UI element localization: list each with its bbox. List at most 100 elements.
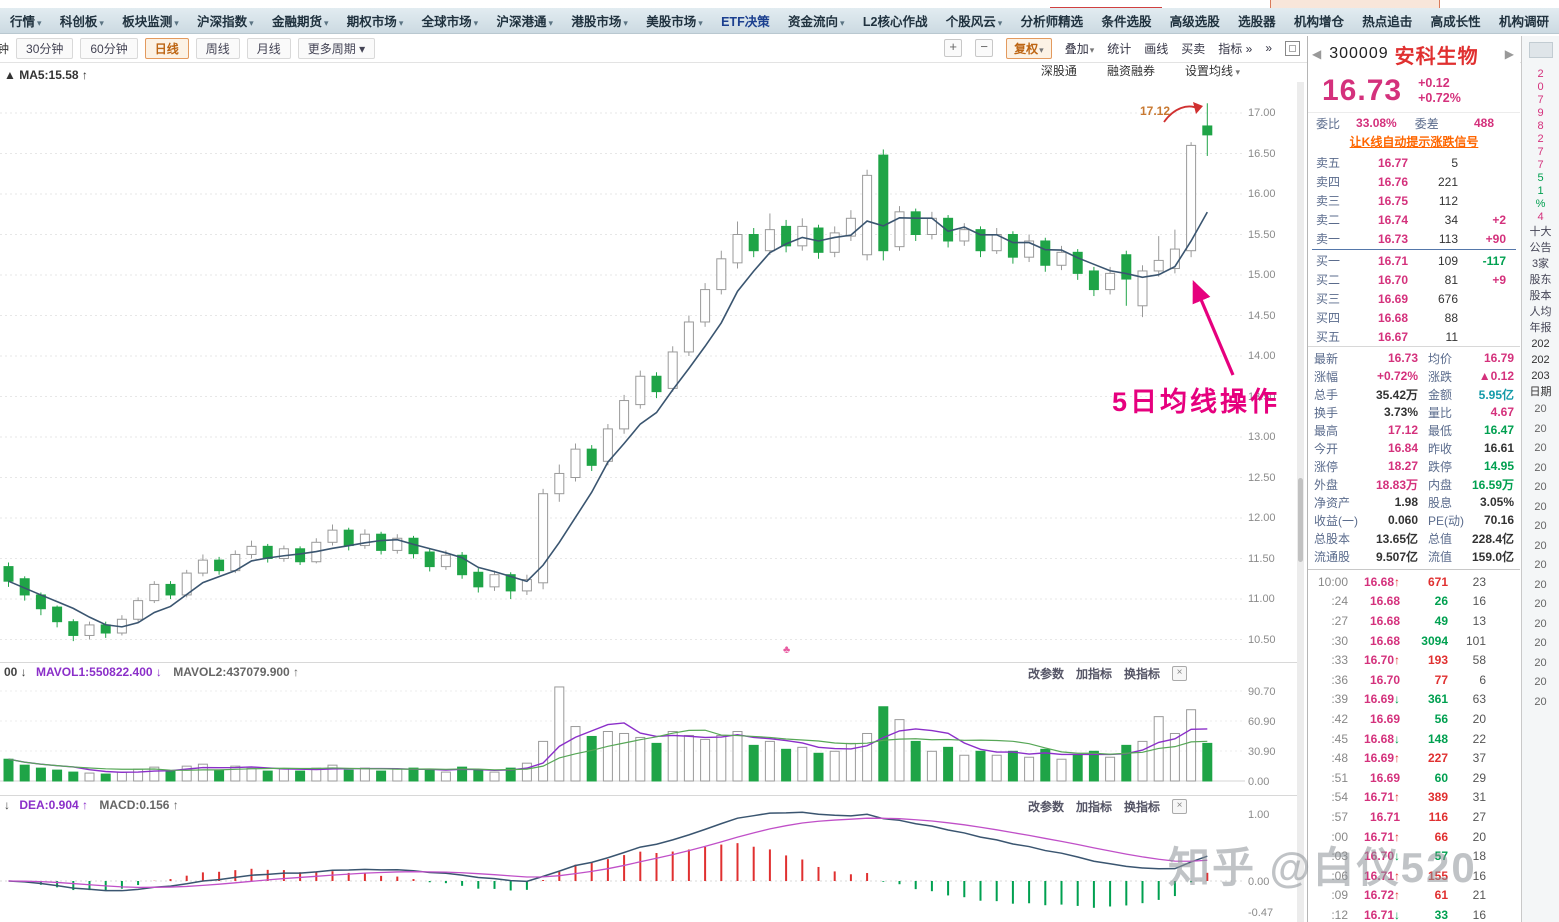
pane-control-换指标[interactable]: 换指标: [1123, 800, 1160, 814]
macd-axis-tick: 1.00: [1248, 809, 1270, 821]
menu-item-11[interactable]: ETF决策: [721, 11, 770, 30]
pink-flag-marker: ♣: [783, 644, 791, 656]
macd-axis-tick: 0.00: [1248, 876, 1270, 888]
tool-button-指标 »[interactable]: 指标 »: [1218, 40, 1252, 57]
menu-item-18[interactable]: 选股器: [1238, 11, 1276, 30]
price-axis-tick: 11.00: [1248, 593, 1275, 605]
stats-row: 换手 3.73% 量比 4.67: [1308, 403, 1520, 421]
tool-button-统计[interactable]: 统计: [1107, 40, 1131, 57]
tool-button-叠加[interactable]: 叠加▾: [1065, 40, 1095, 57]
weicha-value: 488: [1473, 116, 1494, 130]
chart-link-深股通[interactable]: 深股通: [1040, 64, 1077, 78]
tool-button-label: 指标 »: [1218, 41, 1253, 56]
change-percent: +0.72%: [1418, 91, 1461, 105]
cutoff-date-fragment: 20: [1534, 559, 1547, 571]
stat-label: 总股本: [1314, 531, 1351, 546]
stat-value: 14.95: [1483, 459, 1514, 473]
menu-item-1[interactable]: 行情 ▾: [10, 11, 42, 30]
tool-button-画线[interactable]: 画线: [1144, 40, 1168, 57]
order-level-label: 卖四: [1316, 175, 1341, 189]
menu-item-19[interactable]: 机构增仓: [1294, 11, 1344, 30]
menu-item-14[interactable]: 个股风云 ▾: [946, 11, 1003, 30]
pane-control-改参数[interactable]: 改参数: [1027, 800, 1064, 814]
menu-item-2[interactable]: 科创板 ▾: [60, 11, 104, 30]
more-tools-icon[interactable]: »: [1265, 41, 1272, 55]
menu-item-17[interactable]: 高级选股: [1170, 11, 1220, 30]
stats-row: 涨幅 +0.72% 涨跌 ▲0.12: [1308, 367, 1520, 385]
macd-value-fragment: ↓: [4, 798, 10, 812]
close-icon[interactable]: ×: [1172, 799, 1187, 814]
fullscreen-icon[interactable]: [1285, 40, 1300, 56]
menu-item-10[interactable]: 美股市场 ▾: [646, 11, 703, 30]
zoom-out-button[interactable]: −: [975, 39, 994, 57]
chevron-down-icon: ▾: [1232, 67, 1240, 77]
tick-time: :30: [1331, 633, 1348, 648]
chart-scrollbar[interactable]: [1297, 82, 1304, 922]
pane-control-加指标[interactable]: 加指标: [1075, 800, 1112, 814]
tick-row: 10:00 16.68↑ 671 23: [1308, 572, 1520, 592]
menu-item-16[interactable]: 条件选股: [1101, 11, 1151, 30]
zoom-in-button[interactable]: +: [944, 39, 963, 57]
period-tab-更多周期[interactable]: 更多周期 ▾: [297, 37, 376, 59]
period-tab-周线[interactable]: 周线: [195, 37, 240, 59]
pane-control-换指标[interactable]: 换指标: [1123, 667, 1160, 681]
close-icon[interactable]: ×: [1172, 666, 1187, 681]
pane-control-加指标[interactable]: 加指标: [1075, 667, 1112, 681]
stats-row: 净资产 1.98 股息 3.05%: [1308, 493, 1520, 511]
menu-item-label: 高级选股: [1169, 15, 1220, 29]
menu-item-7[interactable]: 全球市场 ▾: [422, 11, 479, 30]
kline-signal-link[interactable]: 让K线自动提示涨跌信号: [1349, 135, 1479, 149]
pane-control-改参数[interactable]: 改参数: [1027, 667, 1064, 681]
menu-item-5[interactable]: 金融期货 ▾: [272, 11, 329, 30]
chart-link-设置均线[interactable]: 设置均线 ▾: [1184, 64, 1240, 78]
stat-value: 16.47: [1483, 423, 1514, 437]
chevron-down-icon: ▾: [1089, 44, 1095, 55]
candlestick-chart: 17.12: [0, 102, 1245, 642]
tool-button-label: 统计: [1107, 41, 1132, 56]
tool-button-复权[interactable]: 复权▾: [1006, 37, 1052, 59]
tool-button-label: 叠加: [1064, 41, 1089, 56]
chevron-down-icon: ▾: [840, 18, 845, 28]
tick-volume: 193: [1427, 653, 1448, 668]
menu-item-15[interactable]: 分析师精选: [1021, 11, 1084, 30]
price-axis-tick: 14.00: [1248, 350, 1276, 362]
menu-item-6[interactable]: 期权市场 ▾: [347, 11, 404, 30]
bid-ask-divider: [1312, 249, 1516, 250]
order-volume: 88: [1444, 310, 1458, 325]
menu-item-13[interactable]: L2核心作战: [863, 11, 928, 30]
stat-label: 流值: [1428, 549, 1453, 564]
order-volume: 112: [1438, 193, 1458, 208]
order-volume: 221: [1437, 174, 1458, 189]
menu-item-20[interactable]: 热点追击: [1362, 11, 1412, 30]
menu-item-9[interactable]: 港股市场 ▾: [571, 11, 628, 30]
weibi-row: 委比 33.08% 委差 488: [1308, 112, 1520, 133]
tool-button-买卖[interactable]: 买卖: [1181, 40, 1205, 57]
period-tab-30分钟[interactable]: 30分钟: [16, 37, 74, 59]
period-tab-月线[interactable]: 月线: [246, 37, 291, 59]
order-price: 16.67: [1377, 329, 1408, 344]
next-stock-arrow[interactable]: ▶: [1504, 47, 1514, 61]
period-tab-60分钟[interactable]: 60分钟: [80, 37, 138, 59]
chart-tool-buttons: + − 复权▾ 叠加▾ 统计 画线 买卖 指标 » »: [944, 34, 1300, 62]
order-delta: +90: [1485, 231, 1506, 246]
tick-price: 16.68: [1369, 613, 1400, 628]
menu-item-22[interactable]: 机构调研: [1499, 11, 1549, 30]
prev-stock-arrow[interactable]: ◀: [1312, 47, 1322, 61]
tick-price: 16.70: [1369, 672, 1400, 687]
chart-link-融资融券[interactable]: 融资融券: [1106, 64, 1155, 78]
menu-item-8[interactable]: 沪深港通 ▾: [497, 11, 554, 30]
macd-chart: [0, 811, 1245, 908]
cutoff-digit: 7: [1537, 159, 1544, 171]
menu-item-3[interactable]: 板块监测 ▾: [122, 11, 179, 30]
up-arrow-icon: ↑: [1394, 888, 1400, 903]
scrollbar-thumb[interactable]: [1298, 478, 1303, 562]
stats-grid: 最新 16.73 均价 16.79 涨幅 +0.72% 涨跌 ▲0.12 总手 35.42万 金额 5…: [1308, 346, 1520, 565]
order-price: 16.68: [1377, 310, 1408, 325]
tick-row: :06 16.71↑ 155 16: [1308, 866, 1520, 886]
menu-item-12[interactable]: 资金流向 ▾: [788, 11, 845, 30]
menu-item-label: 分析师精选: [1020, 15, 1084, 29]
menu-item-4[interactable]: 沪深指数 ▾: [197, 11, 254, 30]
tick-row: :09 16.72↑ 61 21: [1308, 886, 1520, 906]
menu-item-21[interactable]: 高成长性: [1431, 11, 1481, 30]
period-tab-日线[interactable]: 日线: [144, 37, 189, 59]
